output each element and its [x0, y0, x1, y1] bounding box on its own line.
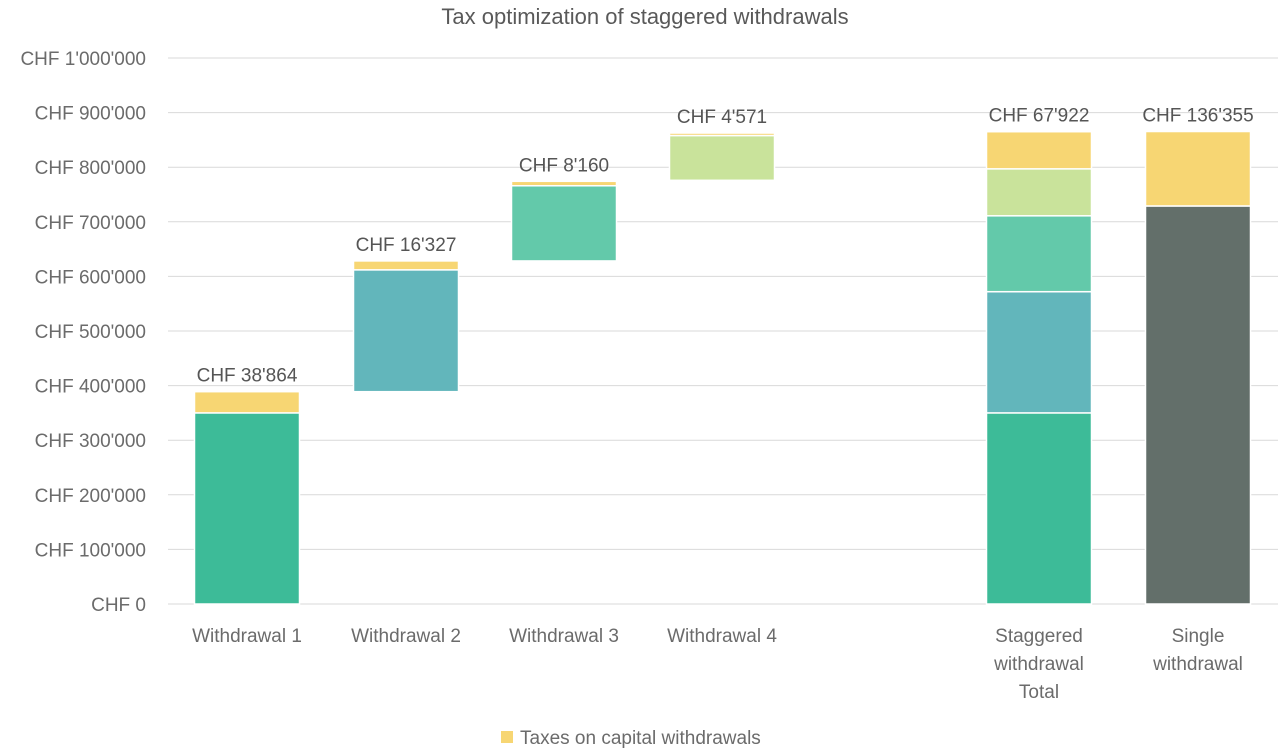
category-label: Single [1172, 626, 1225, 647]
data-label: CHF 136'355 [1142, 106, 1253, 127]
category-label: withdrawal [993, 654, 1084, 675]
legend-label: Taxes on capital withdrawals [520, 728, 761, 749]
bar-segment [985, 215, 1093, 293]
bar-segment [668, 132, 776, 137]
bar-segment [352, 260, 460, 271]
category-labels: Withdrawal 1 Withdrawal 2 Withdrawal 3 With… [192, 626, 1243, 703]
y-axis-ticks: CHF 0 CHF 100'000 CHF 200'000 CHF 300'000 CH… [20, 49, 146, 616]
category-label: withdrawal [1152, 654, 1243, 675]
data-label: CHF 16'327 [356, 235, 457, 256]
legend-swatch [501, 731, 513, 743]
category-label: Withdrawal 3 [509, 626, 619, 647]
bar-segment [510, 180, 618, 187]
category-label: Withdrawal 2 [351, 626, 461, 647]
bars [193, 130, 1252, 605]
data-label: CHF 8'160 [519, 155, 609, 176]
bar-segment [985, 290, 1093, 414]
bar-segment [1144, 130, 1252, 207]
bar-segment [985, 412, 1093, 605]
legend: Taxes on capital withdrawals [501, 728, 761, 749]
bar-segment [193, 412, 301, 605]
bar-segment [985, 168, 1093, 217]
y-tick-label: CHF 100'000 [35, 540, 146, 561]
y-tick-label: CHF 900'000 [35, 104, 146, 125]
data-label: CHF 4'571 [677, 107, 767, 128]
bar-segment [352, 269, 460, 393]
y-tick-label: CHF 400'000 [35, 377, 146, 398]
bar-segment [510, 185, 618, 262]
bar-segment [668, 134, 776, 182]
category-label: Staggered [995, 626, 1083, 647]
bar-segment [193, 390, 301, 414]
category-label: Withdrawal 4 [667, 626, 777, 647]
chart-title: Tax optimization of staggered withdrawal… [441, 4, 848, 29]
y-tick-label: CHF 500'000 [35, 322, 146, 343]
y-tick-label: CHF 200'000 [35, 486, 146, 507]
y-tick-label: CHF 0 [91, 595, 146, 616]
bar-segment [1144, 205, 1252, 605]
category-label: Total [1019, 682, 1059, 703]
y-tick-label: CHF 1'000'000 [20, 49, 146, 70]
y-tick-label: CHF 600'000 [35, 267, 146, 288]
data-labels: CHF 38'864 CHF 16'327 CHF 8'160 CHF 4'571 CH… [197, 106, 1254, 387]
y-tick-label: CHF 800'000 [35, 158, 146, 179]
category-label: Withdrawal 1 [192, 626, 302, 647]
y-tick-label: CHF 300'000 [35, 431, 146, 452]
y-tick-label: CHF 700'000 [35, 213, 146, 234]
data-label: CHF 67'922 [989, 106, 1090, 127]
bar-segment [985, 130, 1093, 170]
data-label: CHF 38'864 [197, 366, 298, 387]
